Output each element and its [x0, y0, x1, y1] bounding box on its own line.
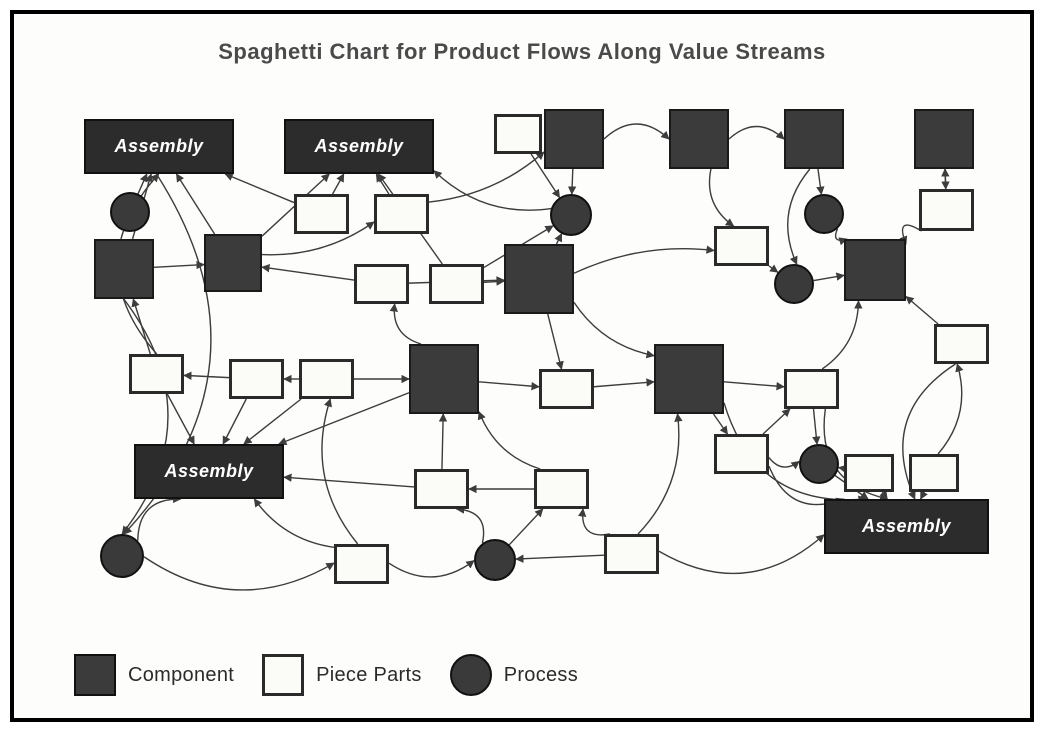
- legend-swatch-process: [450, 654, 492, 696]
- assembly-node: Assembly: [84, 119, 234, 174]
- piecepart-node: [129, 354, 184, 394]
- piecepart-node: [714, 226, 769, 266]
- piecepart-node: [534, 469, 589, 509]
- piecepart-node: [429, 264, 484, 304]
- node-layer: Assembly Assembly Assembly Assembly: [14, 14, 1030, 718]
- piecepart-node: [714, 434, 769, 474]
- piecepart-node: [934, 324, 989, 364]
- piecepart-node: [414, 469, 469, 509]
- legend: Component Piece Parts Process: [74, 654, 578, 696]
- piecepart-node: [494, 114, 542, 154]
- process-node: [804, 194, 844, 234]
- piecepart-node: [919, 189, 974, 231]
- piecepart-node: [604, 534, 659, 574]
- legend-label: Piece Parts: [316, 664, 422, 687]
- component-node: [504, 244, 574, 314]
- assembly-node: Assembly: [824, 499, 989, 554]
- diagram-frame: Spaghetti Chart for Product Flows Along …: [10, 10, 1034, 722]
- page-root: Spaghetti Chart for Product Flows Along …: [0, 0, 1044, 732]
- piecepart-node: [784, 369, 839, 409]
- component-node: [204, 234, 262, 292]
- component-node: [914, 109, 974, 169]
- legend-item-component: Component: [74, 654, 234, 696]
- legend-item-piece: Piece Parts: [262, 654, 422, 696]
- component-node: [409, 344, 479, 414]
- process-node: [110, 192, 150, 232]
- legend-label: Process: [504, 664, 578, 687]
- assembly-node: Assembly: [284, 119, 434, 174]
- legend-item-process: Process: [450, 654, 578, 696]
- process-node: [100, 534, 144, 578]
- piecepart-node: [844, 454, 894, 492]
- piecepart-node: [354, 264, 409, 304]
- legend-label: Component: [128, 664, 234, 687]
- component-node: [654, 344, 724, 414]
- component-node: [784, 109, 844, 169]
- piecepart-node: [294, 194, 349, 234]
- process-node: [799, 444, 839, 484]
- piecepart-node: [334, 544, 389, 584]
- piecepart-node: [539, 369, 594, 409]
- piecepart-node: [909, 454, 959, 492]
- process-node: [774, 264, 814, 304]
- legend-swatch-piece: [262, 654, 304, 696]
- assembly-node: Assembly: [134, 444, 284, 499]
- piecepart-node: [299, 359, 354, 399]
- piecepart-node: [374, 194, 429, 234]
- component-node: [544, 109, 604, 169]
- component-node: [94, 239, 154, 299]
- legend-swatch-component: [74, 654, 116, 696]
- component-node: [844, 239, 906, 301]
- piecepart-node: [229, 359, 284, 399]
- component-node: [669, 109, 729, 169]
- process-node: [474, 539, 516, 581]
- process-node: [550, 194, 592, 236]
